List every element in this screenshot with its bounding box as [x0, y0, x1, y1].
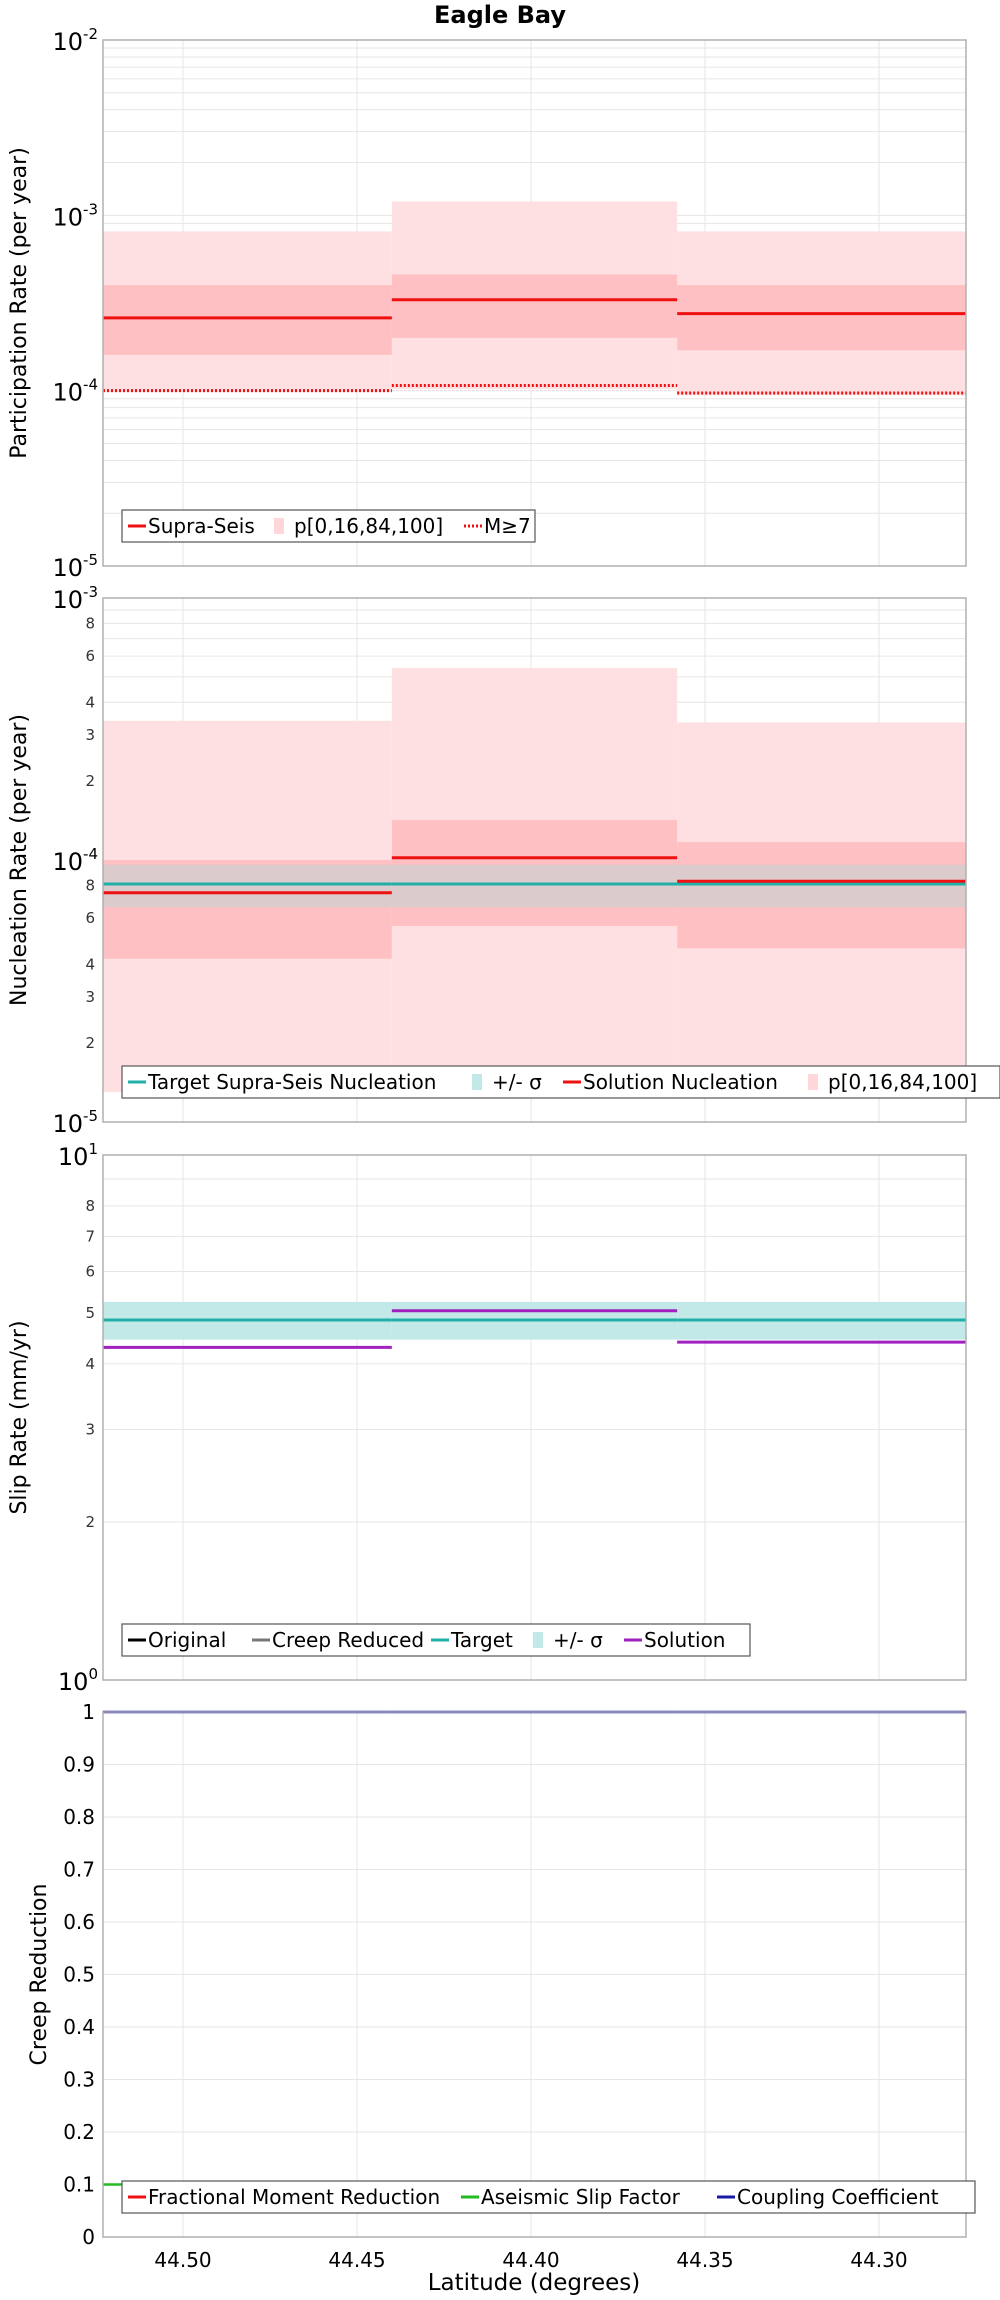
band-rect [391, 274, 678, 338]
plot-frame [102, 1711, 967, 2238]
y-tick-label: 10-3 [52, 583, 98, 614]
y-tick-label: 0.9 [63, 1753, 95, 1777]
legend-label: Supra-Seis [148, 514, 255, 538]
legend-box [121, 1065, 1000, 1099]
legend-label: Creep Reduced [272, 1628, 424, 1652]
band-rect [677, 864, 966, 908]
legend-box [121, 509, 536, 543]
panel-4: 0 0.1 0.2 0.3 0.4 0.5 0.6 0.7 0.8 0.9 1 Creep Reduc… [27, 1700, 976, 2249]
y-minor-tick-label: 5 [85, 1304, 95, 1322]
y-minor-tick-label: 3 [85, 988, 95, 1006]
legend-label: Solution [644, 1628, 725, 1652]
y-tick-label: 0.2 [63, 2120, 95, 2144]
x-tick-label: 44.35 [676, 2248, 733, 2272]
legend: Target Supra-Seis Nucleation +/- σ Solutio… [121, 1065, 1000, 1099]
x-tick-label: 44.50 [154, 2248, 211, 2272]
y-tick-label: 0.6 [63, 1910, 95, 1934]
legend-label: +/- σ [553, 1628, 603, 1652]
x-tick-label: 44.45 [328, 2248, 385, 2272]
y-tick-label: 0.5 [63, 1963, 95, 1987]
y-tick-label: 100 [58, 1665, 98, 1696]
y-minor-tick-label: 4 [85, 1355, 95, 1373]
legend-label: Target [450, 1628, 513, 1652]
legend-label: Target Supra-Seis Nucleation [147, 1070, 436, 1094]
plot-frame [102, 1154, 967, 1681]
y-minor-tick-label: 7 [85, 1227, 95, 1245]
y-tick-label: 1 [82, 1700, 95, 1724]
legend-label: +/- σ [492, 1070, 542, 1094]
panels: 10-5 10-4 10-3 10-2 Participation Rate (per … [7, 25, 1000, 2272]
y-tick-label: 10-4 [52, 845, 98, 876]
y-axis-label: Creep Reduction [27, 1884, 52, 2066]
x-tick-label: 44.40 [502, 2248, 559, 2272]
plot-frame [102, 597, 967, 1123]
y-minor-tick-label: 3 [85, 726, 95, 744]
plot-frame [102, 39, 967, 567]
legend-swatch [472, 1074, 482, 1090]
legend: Supra-Seis p[0,16,84,100] M≥7 [121, 509, 536, 543]
y-minor-tick-label: 2 [85, 772, 95, 790]
y-tick-label: 0.3 [63, 2068, 95, 2092]
y-tick-label: 10-3 [52, 200, 98, 231]
legend-label: Original [148, 1628, 226, 1652]
y-tick-label: 10-5 [52, 1107, 98, 1138]
y-tick-label: 0.4 [63, 2015, 95, 2039]
legend-label: Aseismic Slip Factor [481, 2185, 681, 2209]
band-rect [103, 285, 392, 355]
y-minor-tick-label: 8 [85, 614, 95, 632]
y-tick-label: 0.1 [63, 2173, 95, 2197]
band-rect [103, 864, 392, 908]
y-minor-tick-label: 6 [85, 1262, 95, 1280]
legend-swatch [808, 1074, 818, 1090]
figure-title: Eagle Bay [434, 1, 566, 29]
legend-label: M≥7 [484, 514, 531, 538]
y-minor-tick-label: 4 [85, 693, 95, 711]
y-tick-label: 10-2 [52, 25, 98, 56]
y-minor-tick-label: 8 [85, 1197, 95, 1215]
y-minor-tick-label: 2 [85, 1034, 95, 1052]
y-tick-label: 0.7 [63, 1858, 95, 1882]
y-minor-tick-label: 6 [85, 647, 95, 665]
legend-box [121, 2180, 976, 2214]
band-rect [677, 285, 966, 351]
y-tick-label: 0 [82, 2225, 95, 2249]
legend-label: Coupling Coefficient [737, 2185, 939, 2209]
y-tick-label: 101 [58, 1140, 98, 1171]
legend-swatch [533, 1632, 543, 1648]
panel-2: 10-5 10-4 10-3 2 3 4 6 8 2 3 4 6 8 Nucleation Rate (p… [7, 583, 1000, 1138]
y-tick-label: 0.8 [63, 1805, 95, 1829]
y-axis-label: Slip Rate (mm/yr) [7, 1320, 32, 1514]
x-axis-label: Latitude (degrees) [428, 2270, 641, 2296]
y-minor-tick-label: 8 [85, 876, 95, 894]
legend-label: p[0,16,84,100] [294, 514, 443, 538]
y-tick-label: 10-5 [52, 551, 98, 582]
y-axis-label: Participation Rate (per year) [7, 147, 32, 459]
legend: Fractional Moment Reduction Aseismic Slip… [121, 2180, 976, 2214]
y-minor-tick-label: 3 [85, 1421, 95, 1439]
y-minor-tick-label: 2 [85, 1513, 95, 1531]
band-rect [391, 864, 678, 908]
legend-label: Fractional Moment Reduction [148, 2185, 440, 2209]
legend-box [121, 1623, 751, 1657]
y-minor-tick-label: 6 [85, 909, 95, 927]
x-tick-label: 44.30 [850, 2248, 907, 2272]
legend-swatch [274, 518, 284, 534]
y-minor-tick-label: 4 [85, 955, 95, 973]
legend-label: Solution Nucleation [583, 1070, 778, 1094]
legend: Original Creep Reduced Target +/- σ Solution [121, 1623, 751, 1657]
panel-1: 10-5 10-4 10-3 10-2 Participation Rate (per … [7, 25, 967, 582]
y-tick-label: 10-4 [52, 376, 98, 407]
y-axis-label: Nucleation Rate (per year) [7, 714, 32, 1006]
panel-3: 100 101 2 3 4 5 6 7 8 Slip Rate (mm/yr) Original Cr… [7, 1140, 967, 1696]
legend-label: p[0,16,84,100] [828, 1070, 977, 1094]
